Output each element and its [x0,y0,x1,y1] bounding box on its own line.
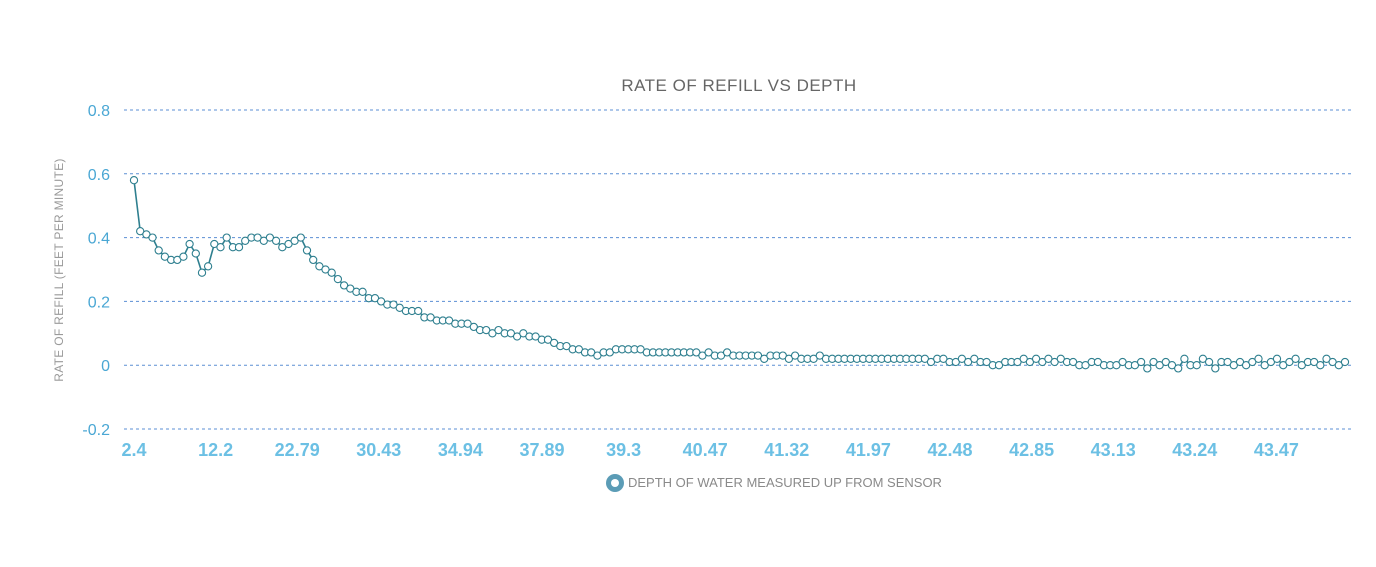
data-point[interactable] [302,246,312,255]
x-tick-label: 43.47 [1254,440,1299,460]
data-point[interactable] [327,268,336,277]
x-tick-label: 43.24 [1172,440,1217,460]
y-axis-label: RATE OF REFILL (FEET PER MINUTE) [52,158,66,381]
x-tick-label: 41.32 [764,440,809,460]
y-tick-label: 0.6 [88,167,110,184]
data-point[interactable] [309,255,318,265]
data-point[interactable] [179,252,188,261]
legend-marker-center [611,479,619,487]
data-point[interactable] [414,306,423,316]
y-tick-label: 0.8 [88,103,110,120]
x-tick-label: 34.94 [438,440,483,460]
data-point[interactable] [1211,364,1220,373]
x-tick-label: 43.13 [1091,440,1136,460]
data-point[interactable] [234,243,244,252]
data-point[interactable] [1192,361,1201,370]
data-point[interactable] [203,262,213,271]
data-point[interactable] [191,249,200,258]
data-point[interactable] [1272,354,1282,363]
data-point[interactable] [358,287,367,296]
x-tick-label: 39.3 [606,440,641,460]
data-point[interactable] [154,246,163,255]
data-point[interactable] [1143,364,1152,373]
y-tick-label: 0 [101,358,110,375]
x-tick-label: 30.43 [356,440,401,460]
x-tick-label: 22.79 [275,440,320,460]
x-tick-label: 40.47 [683,440,728,460]
y-axis-ticks: -0.2 0 0.2 0.4 0.6 0.8 [82,103,110,439]
data-point[interactable] [222,233,231,242]
data-point[interactable] [216,243,225,252]
data-point[interactable] [1136,357,1146,367]
y-tick-label: -0.2 [82,422,110,439]
x-tick-label: 37.89 [519,440,564,460]
x-axis-ticks: 2.4 12.2 22.79 30.43 34.94 37.89 39.3 40.47 41.3… [121,440,1298,460]
data-point[interactable] [148,233,157,242]
x-tick-label: 41.97 [846,440,891,460]
data-point[interactable] [271,236,281,245]
series-depth-of-water [129,176,1350,373]
data-point[interactable] [1254,354,1263,363]
data-point[interactable] [1340,357,1350,367]
data-point[interactable] [197,268,207,277]
legend[interactable]: DEPTH OF WATER MEASURED UP FROM SENSOR [606,474,942,492]
grid-lines [124,109,1353,430]
series-line [133,180,1346,370]
data-point[interactable] [1291,354,1300,363]
data-point[interactable] [1204,357,1214,367]
data-point[interactable] [333,274,343,284]
x-tick-label: 42.48 [927,440,972,460]
chart-title: RATE OF REFILL VS DEPTH [621,76,856,95]
data-point[interactable] [1180,354,1189,363]
y-tick-label: 0.4 [88,231,110,248]
data-point[interactable] [1174,364,1183,373]
legend-label: DEPTH OF WATER MEASURED UP FROM SENSOR [628,475,942,490]
data-point[interactable] [129,176,139,185]
data-point[interactable] [185,239,194,249]
x-tick-label: 12.2 [198,440,233,460]
x-tick-label: 42.85 [1009,440,1054,460]
data-point[interactable] [1316,361,1325,370]
data-point[interactable] [296,233,305,242]
y-tick-label: 0.2 [88,294,110,311]
x-tick-label: 2.4 [121,440,146,460]
